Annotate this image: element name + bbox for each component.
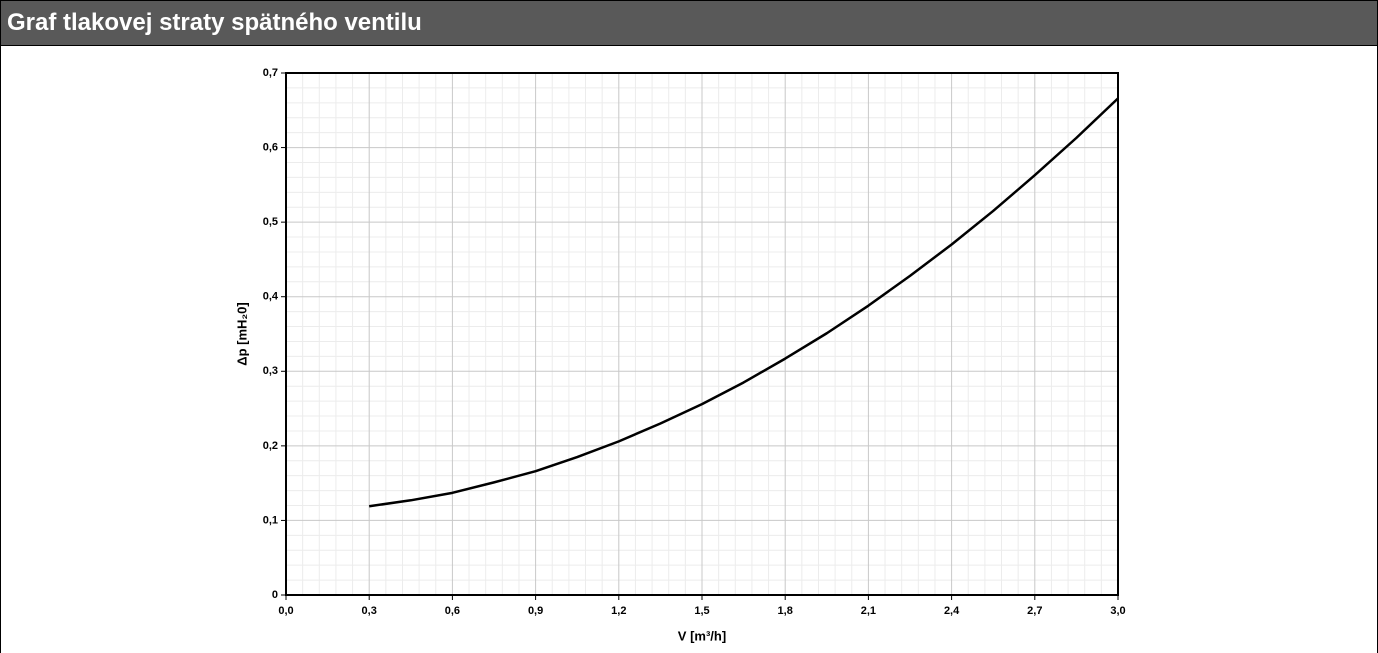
panel-title: Graf tlakovej straty spätného ventilu — [1, 1, 1377, 46]
x-axis-label: V [m³/h] — [678, 628, 726, 643]
x-tick-label: 1,2 — [611, 605, 626, 617]
x-tick-label: 0,6 — [445, 605, 460, 617]
x-tick-label: 0,0 — [278, 605, 293, 617]
y-axis-label: Δp [mH₂0] — [234, 302, 249, 366]
y-tick-label: 0 — [272, 589, 278, 601]
x-tick-label: 2,1 — [861, 605, 876, 617]
y-tick-label: 0,3 — [263, 365, 278, 377]
y-tick-label: 0,2 — [263, 440, 278, 452]
y-tick-label: 0,1 — [263, 514, 278, 526]
y-tick-label: 0,7 — [263, 67, 278, 79]
x-tick-label: 0,3 — [362, 605, 377, 617]
y-tick-label: 0,5 — [263, 216, 278, 228]
x-tick-label: 2,7 — [1027, 605, 1042, 617]
x-tick-label: 1,5 — [694, 605, 709, 617]
y-tick-label: 0,6 — [263, 141, 278, 153]
plot-frame — [285, 72, 1119, 596]
x-tick-label: 2,4 — [944, 605, 960, 617]
y-tick-label: 0,4 — [263, 291, 279, 303]
x-tick-label: 3,0 — [1110, 605, 1125, 617]
x-tick-label: 1,8 — [778, 605, 793, 617]
data-line — [369, 97, 1119, 508]
x-tick-label: 0,9 — [528, 605, 543, 617]
